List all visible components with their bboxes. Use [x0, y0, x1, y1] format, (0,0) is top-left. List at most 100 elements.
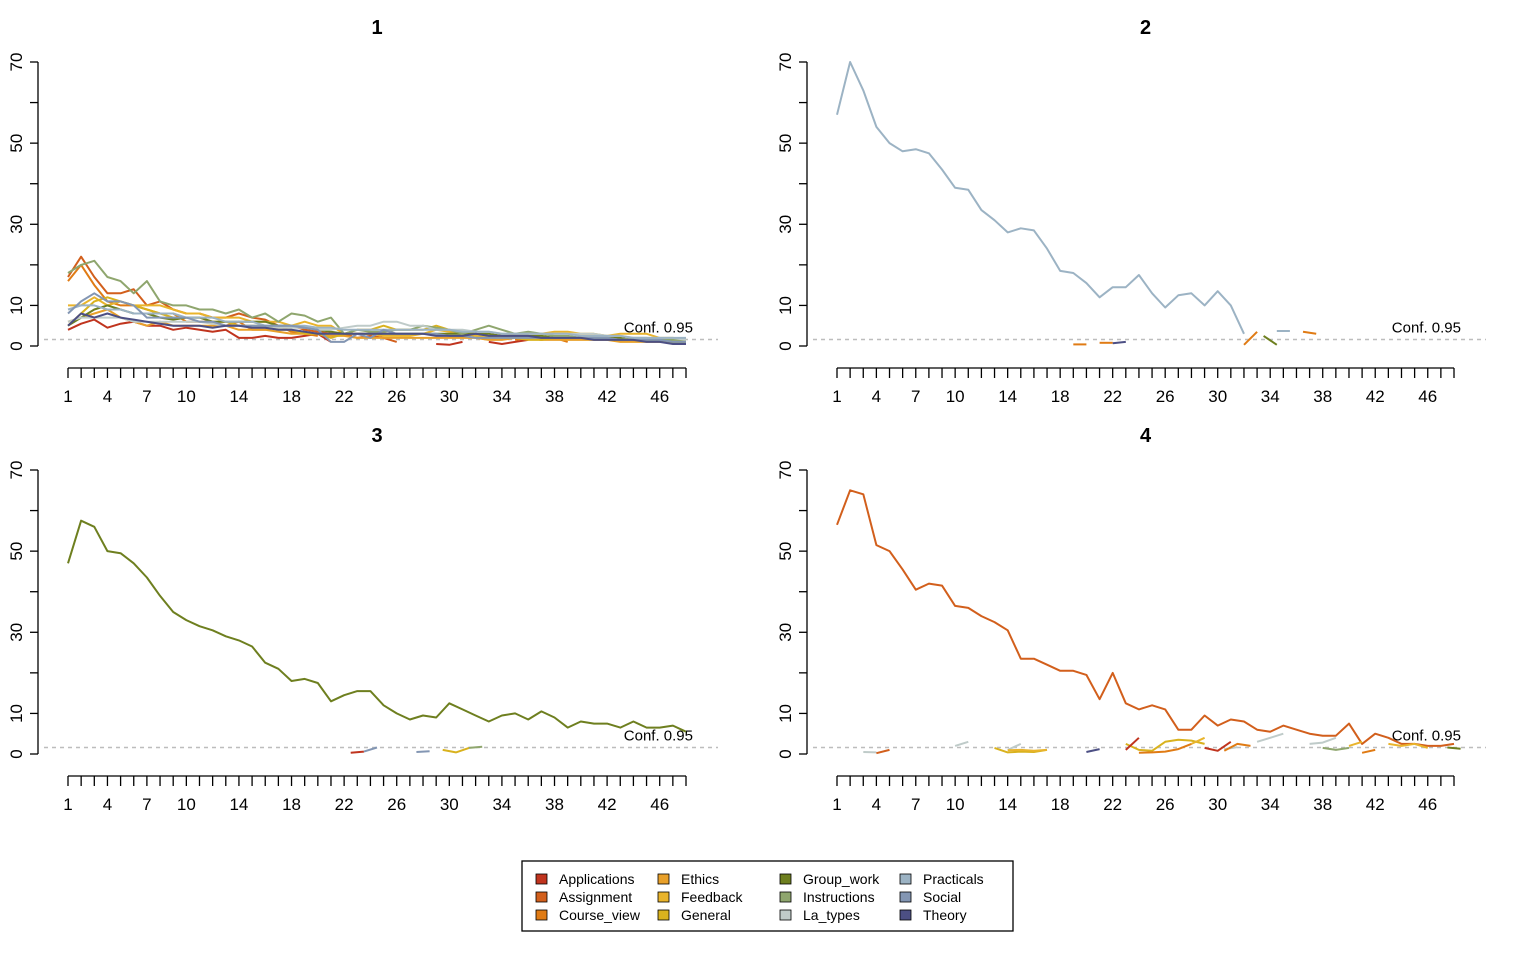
x-tick-label: 18	[1051, 795, 1070, 814]
y-tick-label: 30	[776, 623, 795, 642]
x-tick-label: 18	[1051, 387, 1070, 406]
legend-swatch	[900, 892, 911, 902]
x-tick-label: 34	[492, 795, 511, 814]
x-tick-label: 46	[1418, 795, 1437, 814]
legend-label: Practicals	[923, 871, 984, 887]
panel-title: 4	[1140, 425, 1152, 447]
legend-label: La_types	[803, 907, 860, 923]
series-line-feedback	[1008, 750, 1047, 751]
legend-swatch	[536, 892, 547, 902]
x-tick-label: 34	[1261, 795, 1280, 814]
x-tick-label: 38	[545, 795, 564, 814]
x-tick-label: 14	[998, 387, 1017, 406]
legend-label: Instructions	[803, 889, 875, 905]
series-line-social	[416, 751, 429, 752]
x-tick-label: 4	[872, 387, 881, 406]
legend-swatch	[658, 892, 669, 902]
series-line-la-types	[1257, 734, 1283, 742]
x-tick-label: 46	[1418, 387, 1437, 406]
y-tick-label: 10	[776, 704, 795, 723]
x-tick-label: 7	[911, 387, 920, 406]
legend-swatch	[658, 874, 669, 884]
legend-swatch	[536, 874, 547, 884]
series-line-general	[443, 748, 469, 753]
legend: ApplicationsAssignmentCourse_viewEthicsF…	[522, 861, 1013, 931]
confidence-label: Conf. 0.95	[1392, 728, 1461, 745]
y-tick-label: 70	[7, 461, 26, 480]
legend-label: Course_view	[559, 907, 641, 923]
legend-swatch	[780, 910, 791, 920]
legend-label: Group_work	[803, 871, 880, 887]
x-tick-label: 34	[492, 387, 511, 406]
y-tick-label: 10	[7, 296, 26, 315]
y-tick-label: 0	[7, 749, 26, 758]
series-line-practicals	[837, 62, 1244, 334]
x-tick-label: 22	[335, 795, 354, 814]
y-tick-label: 70	[7, 53, 26, 72]
series-line-course-view	[1139, 744, 1192, 753]
y-tick-label: 70	[776, 461, 795, 480]
x-tick-label: 7	[911, 795, 920, 814]
x-tick-label: 4	[872, 795, 881, 814]
y-tick-label: 30	[776, 215, 795, 234]
x-tick-label: 26	[1156, 387, 1175, 406]
x-tick-label: 42	[598, 795, 617, 814]
panel-title: 3	[371, 425, 382, 447]
x-tick-label: 4	[103, 387, 112, 406]
x-tick-label: 42	[598, 387, 617, 406]
x-tick-label: 26	[387, 795, 406, 814]
legend-label: General	[681, 907, 731, 923]
legend-label: Social	[923, 889, 961, 905]
series-line-applications	[436, 342, 462, 345]
y-tick-label: 30	[7, 623, 26, 642]
x-tick-label: 18	[282, 387, 301, 406]
x-tick-label: 10	[177, 795, 196, 814]
y-tick-label: 50	[776, 542, 795, 561]
y-tick-label: 0	[776, 341, 795, 350]
series-line-assignment	[876, 750, 889, 753]
x-tick-label: 34	[1261, 387, 1280, 406]
y-tick-label: 50	[7, 542, 26, 561]
legend-label: Applications	[559, 871, 635, 887]
x-tick-label: 10	[946, 795, 965, 814]
x-tick-label: 42	[1366, 795, 1385, 814]
series-line-theory	[1086, 749, 1099, 752]
x-tick-label: 1	[63, 387, 72, 406]
x-tick-label: 42	[1366, 387, 1385, 406]
x-tick-label: 26	[387, 387, 406, 406]
x-tick-label: 1	[832, 795, 841, 814]
y-tick-label: 0	[7, 341, 26, 350]
x-tick-label: 1	[63, 795, 72, 814]
x-tick-label: 38	[545, 387, 564, 406]
y-tick-label: 0	[776, 749, 795, 758]
series-line-feedback	[1349, 742, 1362, 746]
x-tick-label: 30	[440, 387, 459, 406]
x-tick-label: 30	[1208, 387, 1227, 406]
series-line-applications	[351, 752, 364, 753]
x-tick-label: 10	[177, 387, 196, 406]
series-line-course-view	[1244, 332, 1257, 345]
series-line-course-view	[1362, 750, 1375, 753]
x-tick-label: 10	[946, 387, 965, 406]
x-tick-label: 38	[1313, 795, 1332, 814]
x-tick-label: 26	[1156, 795, 1175, 814]
legend-swatch	[536, 910, 547, 920]
x-tick-label: 22	[1103, 387, 1122, 406]
series-line-theory	[1113, 342, 1126, 343]
x-tick-label: 30	[440, 795, 459, 814]
x-tick-label: 14	[998, 795, 1017, 814]
legend-label: Assignment	[559, 889, 632, 905]
legend-swatch	[900, 874, 911, 884]
series-line-la-types	[1310, 738, 1336, 744]
legend-swatch	[780, 874, 791, 884]
x-tick-label: 4	[103, 795, 112, 814]
legend-swatch	[780, 892, 791, 902]
x-tick-label: 22	[335, 387, 354, 406]
series-line-group-work	[1264, 336, 1277, 345]
panel-title: 2	[1140, 17, 1151, 39]
